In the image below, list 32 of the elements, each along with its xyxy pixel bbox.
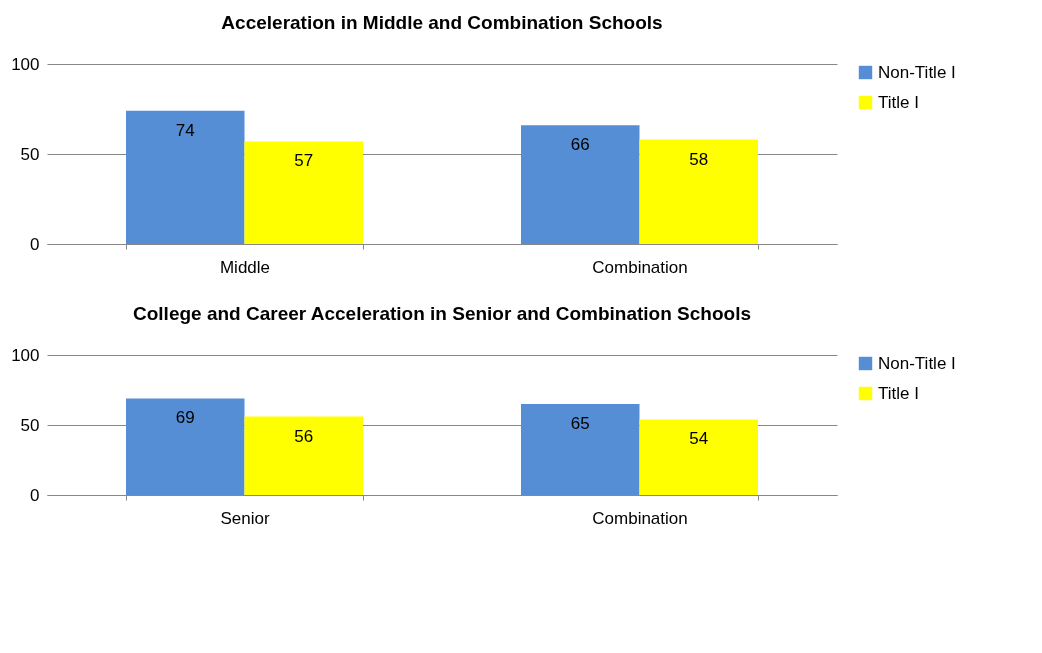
x-tick-label: Combination [592,257,688,277]
data-label: 65 [570,414,590,433]
legend-label: Title I [878,383,919,403]
bar [521,404,640,495]
y-tick-label: 50 [20,144,40,164]
y-tick-label: 100 [11,345,40,365]
bar [639,419,758,495]
x-tick-label: Combination [592,508,688,528]
data-label: 56 [294,426,314,446]
data-label: 69 [175,408,195,428]
data-label: 66 [570,135,590,155]
bar [126,110,245,244]
bar [639,139,758,244]
x-tick-label: Senior [220,508,270,528]
bar [126,398,245,495]
x-tick-label: Middle [219,257,271,277]
data-label: 74 [175,120,195,140]
chart-title: College and Career Acceleration in Senior and Combination Schools [133,303,751,324]
y-tick-label: 0 [30,234,40,254]
y-tick-label: 100 [11,54,40,74]
bar [521,125,640,244]
y-tick-label: 50 [20,415,40,435]
data-label: 58 [689,149,709,169]
chart-title: Acceleration in Middle and Combination Schools [221,12,663,33]
data-label: 54 [689,429,709,449]
bar [244,416,363,495]
legend-label: Non-Title I [878,353,956,373]
bar [244,141,363,244]
y-tick-label: 0 [30,485,40,505]
legend-label: Non-Title I [878,62,956,82]
legend-label: Title I [878,92,919,112]
data-label: 57 [294,151,314,171]
